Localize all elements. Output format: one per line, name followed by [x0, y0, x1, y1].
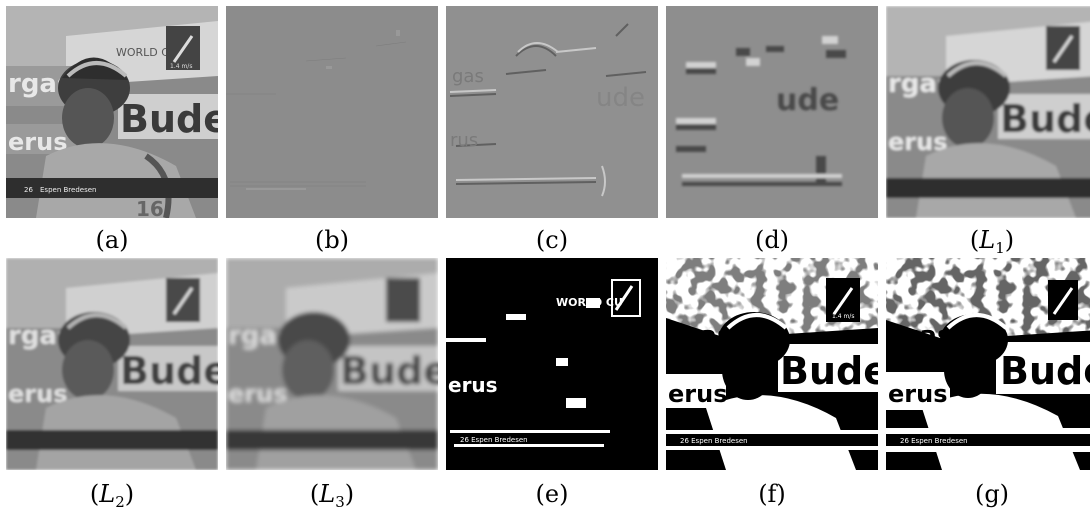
wavelet-detail-mid: gas rus ude	[446, 6, 658, 218]
banner-text: WORLD CU	[116, 46, 177, 59]
caption-d: (d)	[754, 226, 790, 254]
caption-c: (c)	[535, 226, 569, 254]
svg-text:Bude: Bude	[340, 349, 438, 393]
panel-d: ude	[666, 6, 878, 218]
svg-text:erus: erus	[448, 373, 498, 397]
svg-text:rgas: rgas	[888, 321, 952, 351]
svg-text:ude: ude	[776, 83, 839, 118]
approximation-level-2: rgas Bude erus	[6, 258, 218, 470]
caption-g: (g)	[974, 480, 1010, 508]
caption-e: (e)	[535, 480, 569, 508]
approximation-level-3: rgas Bude erus	[226, 258, 438, 470]
brand-big-text: Bude	[120, 97, 218, 141]
panel-f: rgas Bude erus 26 Espen Bredesen 1.4 m/s	[666, 258, 878, 470]
panel-L2: rgas Bude erus	[6, 258, 218, 470]
panel-a: rgas WORLD CU Bude erus 1.4 m/s 26 Espen…	[6, 6, 218, 218]
wavelet-detail-fine	[226, 6, 438, 218]
svg-text:26 Espen Bredesen: 26 Espen Bredesen	[460, 436, 528, 444]
panel-g: rgas Bude erus 26 Espen Bredesen	[886, 258, 1090, 470]
wavelet-detail-coarse: ude	[666, 6, 878, 218]
panel-L3: rgas Bude erus	[226, 258, 438, 470]
svg-text:ude: ude	[596, 83, 645, 113]
svg-text:rgas: rgas	[668, 321, 732, 351]
caption-f: (f)	[758, 480, 786, 508]
athlete-name: Espen Bredesen	[40, 186, 96, 194]
caption-L1: (L1)	[969, 226, 1015, 257]
svg-text:Bude: Bude	[1000, 97, 1090, 141]
svg-text:gas: gas	[452, 66, 484, 87]
bib-number: 26	[24, 186, 33, 194]
svg-text:Bude: Bude	[1000, 349, 1090, 393]
svg-text:1.4 m/s: 1.4 m/s	[832, 313, 854, 320]
jersey-number: 16	[136, 197, 164, 218]
svg-text:26 Espen Bredesen: 26 Espen Bredesen	[900, 437, 968, 445]
svg-text:erus: erus	[668, 380, 727, 408]
binary-mask-sparse: WORLD CU erus 26 Espen Bredesen	[446, 258, 658, 470]
approximation-level-1: rgas Bude erus	[886, 6, 1090, 218]
caption-L2: (L2)	[89, 480, 135, 511]
svg-text:rus: rus	[450, 130, 478, 151]
panel-e: WORLD CU erus 26 Espen Bredesen	[446, 258, 658, 470]
panel-L1: rgas Bude erus	[886, 6, 1090, 218]
binary-mask-medium: rgas Bude erus 26 Espen Bredesen 1.4 m/s	[666, 258, 878, 470]
frame-original-image: rgas WORLD CU Bude erus 1.4 m/s 26 Espen…	[6, 6, 218, 218]
svg-text:erus: erus	[888, 380, 947, 408]
panel-b	[226, 6, 438, 218]
caption-a: (a)	[95, 226, 129, 254]
caption-b: (b)	[314, 226, 350, 254]
binary-mask-dense: rgas Bude erus 26 Espen Bredesen	[886, 258, 1090, 470]
svg-text:Bude: Bude	[120, 349, 218, 393]
svg-text:Bude: Bude	[780, 349, 878, 393]
caption-L3: (L3)	[309, 480, 355, 511]
speed-text: 1.4 m/s	[170, 63, 192, 70]
panel-c: gas rus ude	[446, 6, 658, 218]
svg-text:26 Espen Bredesen: 26 Espen Bredesen	[680, 437, 748, 445]
